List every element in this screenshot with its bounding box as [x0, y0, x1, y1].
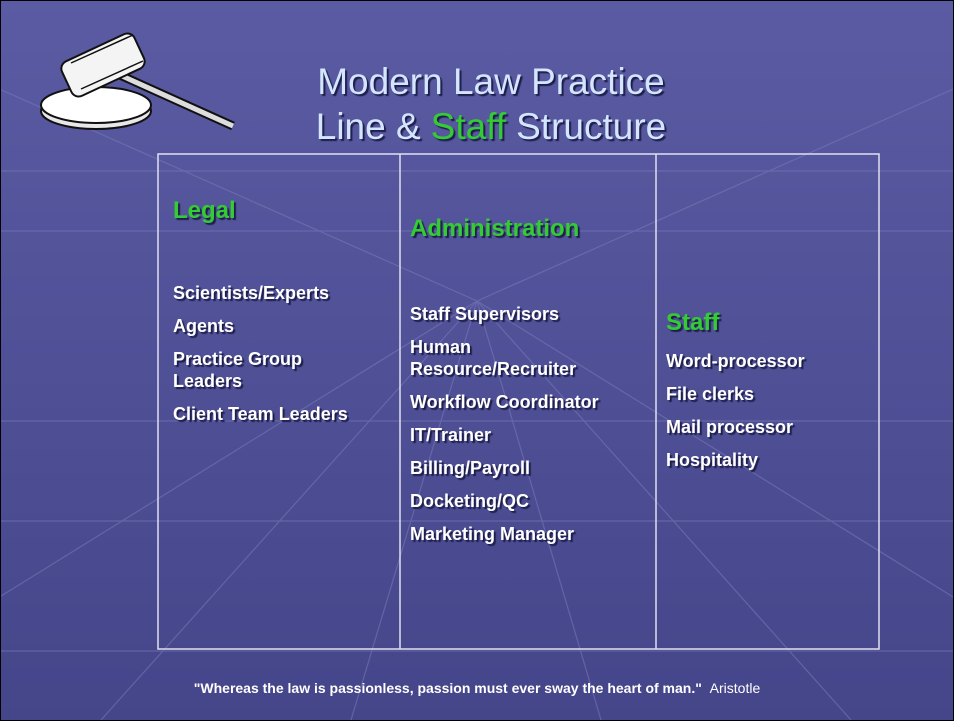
list-item: Human Resource/Recruiter — [410, 337, 577, 379]
list-item: Staff Supervisors — [410, 304, 560, 324]
footer: "Whereas the law is passionless, passion… — [1, 680, 953, 696]
column-heading: Legal — [173, 197, 236, 224]
list-item: Scientists/Experts — [173, 283, 330, 303]
quote-author: Aristotle — [709, 680, 761, 696]
list-item: Hospitality — [666, 450, 759, 470]
list-item: Docketing/QC — [410, 491, 530, 511]
column-items: Word-processor File clerks Mail processor H… — [666, 350, 866, 482]
list-item: Mail processor — [666, 417, 794, 437]
column-items: Scientists/Experts Agents Practice Group L… — [173, 282, 359, 436]
list-item: Billing/Payroll — [410, 458, 531, 478]
list-item: Practice Group Leaders — [173, 349, 303, 391]
column-heading: Staff — [666, 309, 720, 336]
list-item: Workflow Coordinator — [410, 392, 599, 412]
list-item: File clerks — [666, 384, 755, 404]
column-items: Staff Supervisors Human Resource/Recruite… — [410, 303, 604, 556]
quote: "Whereas the law is passionless, passion… — [193, 680, 702, 696]
list-item: Agents — [173, 316, 235, 336]
table-grid — [157, 153, 880, 650]
title-highlight: Staff — [430, 106, 507, 147]
title-text: Structure — [516, 106, 667, 147]
title-line: Line & Staff Structure — [231, 106, 751, 148]
gavel-icon — [40, 32, 235, 131]
column-heading: Administration — [410, 215, 580, 242]
list-item: Client Team Leaders — [173, 404, 348, 424]
title-text: Line & — [315, 106, 421, 147]
list-item: Word-processor — [666, 351, 805, 371]
title-line: Modern Law Practice — [317, 61, 665, 102]
list-item: Marketing Manager — [410, 524, 575, 544]
list-item: IT/Trainer — [410, 425, 492, 445]
